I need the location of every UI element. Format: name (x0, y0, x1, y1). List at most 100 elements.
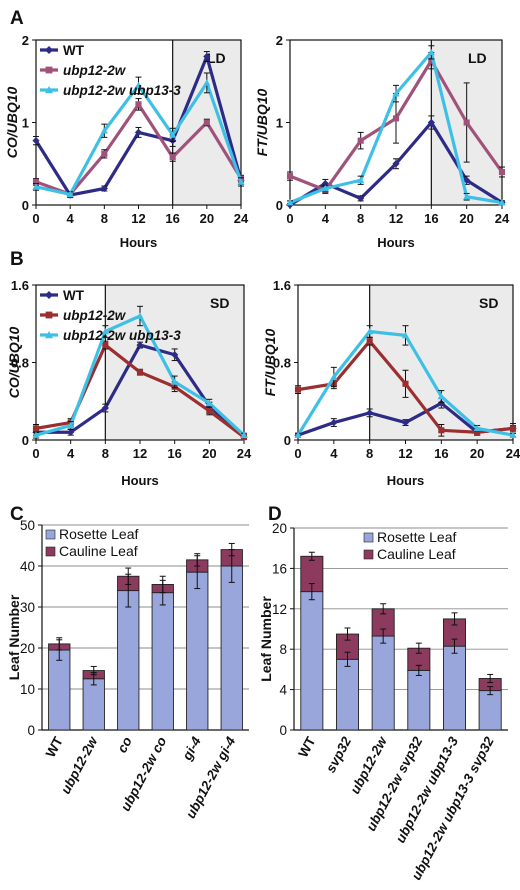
y-tick-label: 40 (20, 559, 35, 574)
data-point (134, 81, 143, 89)
x-tick-label: 8 (102, 446, 109, 461)
bar-segment (478, 690, 502, 731)
data-point (357, 137, 364, 144)
y-axis-label: CO/UBQ10 (6, 327, 22, 399)
category-label: svp32 (323, 734, 354, 775)
legend-label: WT (63, 288, 85, 303)
data-point (321, 184, 329, 192)
x-tick-label: 4 (67, 211, 75, 226)
x-tick-label: 24 (506, 446, 520, 461)
data-point (366, 327, 374, 335)
bar-segment (117, 590, 140, 731)
panel-label-d: D (268, 504, 282, 525)
data-point (286, 173, 294, 180)
data-point (134, 128, 143, 136)
x-axis-label: Hours (121, 473, 159, 488)
data-point (101, 150, 108, 157)
legend-label: ubp12-2w (63, 63, 127, 78)
data-point (463, 176, 471, 184)
data-point (427, 118, 435, 127)
data-point (136, 341, 144, 349)
x-tick-label: 4 (330, 446, 338, 461)
data-point (437, 392, 445, 400)
x-axis-label: Hours (377, 235, 415, 250)
data-point (32, 431, 40, 439)
x-tick-label: 20 (459, 211, 473, 226)
legend-label: ubp12-2w ubp13-3 (63, 328, 181, 343)
legend-marker (45, 66, 53, 74)
legend-label: Rosette Leaf (377, 529, 456, 545)
x-axis-label: Hours (120, 235, 158, 250)
y-axis-label: Leaf Number (6, 594, 22, 680)
x-tick-label: 20 (200, 211, 214, 226)
data-point (240, 431, 248, 439)
y-tick-label: 1 (22, 116, 29, 131)
panel-label-a: A (10, 8, 24, 29)
bar-segment (335, 658, 360, 731)
bar-segment (151, 592, 174, 731)
data-point (205, 399, 213, 407)
data-point (206, 407, 213, 414)
legend-label: Cauline Leaf (377, 546, 456, 562)
x-tick-label: 0 (32, 211, 39, 226)
y-tick-label: 0.8 (273, 356, 291, 371)
x-tick-label: 4 (67, 446, 75, 461)
data-point (401, 418, 410, 427)
legend-label: ubp12-2w ubp13-3 (63, 83, 181, 98)
data-point (171, 351, 179, 359)
y-tick-label: 1.6 (273, 278, 291, 293)
data-point (171, 378, 179, 385)
x-tick-label: 4 (322, 211, 330, 226)
y-axis-label: FT/UBQ10 (262, 328, 278, 396)
data-point (169, 131, 177, 138)
y-tick-label: 20 (272, 521, 287, 536)
x-axis-label: Hours (387, 473, 425, 488)
y-tick-label: 0 (279, 723, 287, 738)
data-point (330, 373, 338, 380)
x-tick-label: 0 (32, 446, 39, 461)
y-tick-label: 1.6 (11, 278, 29, 293)
x-tick-label: 16 (424, 211, 438, 226)
bar-segment (82, 678, 105, 731)
y-axis-label: FT/UBQ10 (254, 88, 270, 156)
x-tick-label: 8 (366, 446, 373, 461)
bar-segment (220, 565, 243, 731)
legend-marker (45, 291, 53, 299)
data-point (392, 160, 400, 168)
x-tick-label: 8 (101, 211, 108, 226)
x-tick-label: 24 (237, 446, 252, 461)
legend-swatch (45, 546, 56, 557)
data-point (392, 90, 400, 97)
x-tick-label: 0 (286, 211, 293, 226)
data-point (100, 127, 108, 134)
x-tick-label: 20 (202, 446, 216, 461)
y-tick-label: 1 (276, 116, 283, 131)
data-point (101, 404, 109, 412)
data-point (286, 198, 294, 206)
data-point (357, 176, 365, 184)
region-label: LD (207, 50, 226, 66)
legend-swatch (363, 549, 374, 560)
bar-segment (442, 645, 467, 731)
panel-label-c: C (10, 504, 24, 525)
y-axis-label: CO/UBQ10 (4, 87, 20, 159)
y-tick-label: 0 (27, 723, 35, 738)
y-tick-label: 4 (279, 683, 287, 698)
x-tick-label: 16 (434, 446, 448, 461)
data-point (366, 409, 374, 417)
legend-label: ubp12-2w (63, 308, 127, 323)
data-point (102, 342, 109, 349)
legend-marker (45, 311, 53, 319)
y-tick-label: 2 (276, 33, 283, 48)
data-point (294, 386, 302, 393)
y-tick-label: 0 (22, 433, 29, 448)
x-tick-label: 0 (294, 446, 301, 461)
x-tick-label: 20 (470, 446, 484, 461)
y-tick-label: 0 (22, 198, 29, 213)
y-tick-label: 30 (20, 600, 35, 615)
dark-period-shade (369, 285, 513, 440)
legend-label: Rosette Leaf (59, 526, 138, 542)
x-tick-label: 16 (167, 446, 181, 461)
data-point (330, 418, 338, 427)
legend-marker (45, 86, 53, 94)
